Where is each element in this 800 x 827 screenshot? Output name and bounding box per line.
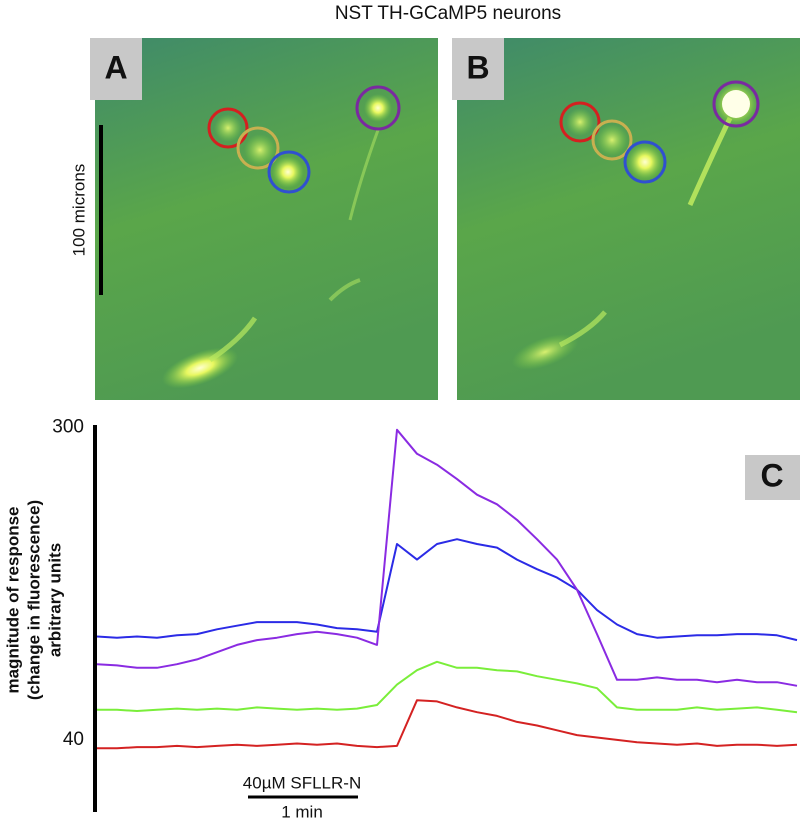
trace	[97, 660, 798, 714]
time-scale-label: 1 min	[281, 802, 323, 821]
y-tick-label: 40	[63, 729, 84, 750]
y-axis-label: magnitude of response	[3, 506, 22, 693]
trace	[96, 538, 798, 642]
y-axis-label: arbitrary units	[45, 543, 64, 657]
micrograph-a: A 100 microns	[69, 38, 438, 400]
panel-label-box	[745, 455, 800, 500]
figure-title: NST TH-GCaMP5 neurons	[335, 3, 561, 24]
y-axis-label: (change in fluorescence)	[24, 500, 43, 700]
micrograph-b: B	[452, 38, 800, 400]
panel-label: C	[760, 457, 783, 493]
trace	[96, 428, 798, 687]
scale-bar-label: 100 microns	[69, 164, 88, 257]
y-tick-label: 300	[52, 416, 84, 437]
panel-label: A	[104, 49, 127, 85]
panel-label: B	[466, 49, 489, 85]
trace	[97, 699, 798, 750]
stimulus-label: 40µM SFLLR-N	[243, 773, 361, 792]
